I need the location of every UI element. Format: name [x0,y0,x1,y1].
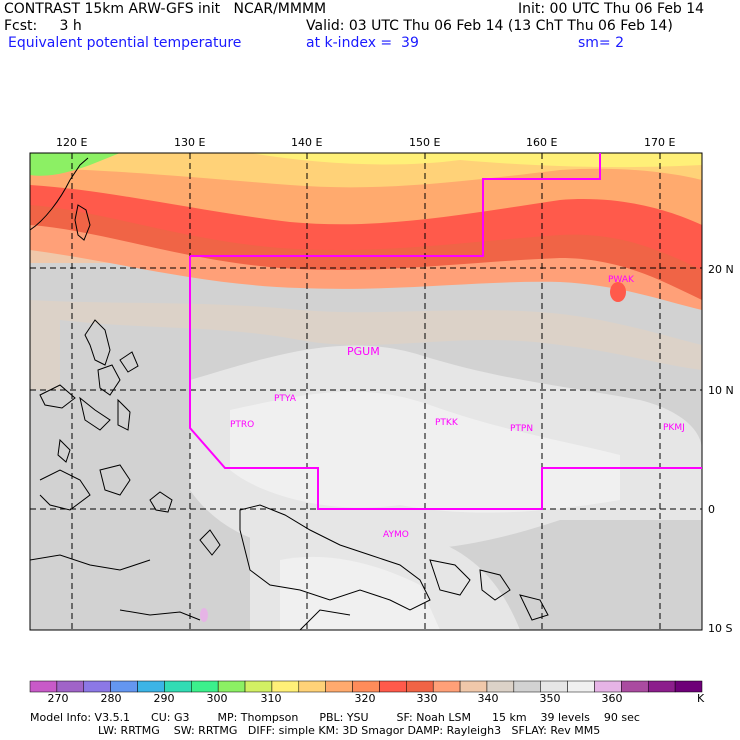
colorbar-swatch [271,680,300,693]
colorbar-swatch [83,680,111,693]
colorbar-swatch [432,680,461,693]
init-time: Init: 00 UTC Thu 06 Feb 14 [518,1,705,17]
lon-label-130e: 130 E [174,136,206,149]
region-boundary [189,153,702,510]
colorbar-swatch [674,680,703,693]
colorbar-swatch [379,680,407,693]
colorbar-swatch [164,680,192,693]
colorbar-swatch [594,680,622,693]
k-index-label: at k-index = 39 [306,35,419,51]
field-name: Equivalent potential temperature [8,35,242,51]
station-pwak: PWAK [608,275,635,285]
colorbar [29,680,703,693]
colorbar-swatch [459,680,488,693]
colorbar-swatch [191,680,219,693]
colorbar-label-340: 340 [477,692,499,705]
plot-frame [29,152,703,631]
colorbar-swatch [325,680,353,693]
colorbar-unit: K [697,692,705,705]
station-pkmj: PKMJ [663,423,685,433]
forecast-hour: Fcst: 3 h [4,18,82,34]
colorbar-swatch [540,680,568,693]
colorbar-label-350: 350 [539,692,561,705]
station-pgum: PGUM [347,345,380,358]
colorbar-swatch [110,680,138,693]
colorbar-label-300: 300 [206,692,228,705]
colorbar-swatch [352,680,380,693]
model-title: CONTRAST 15km ARW-GFS init NCAR/MMMM [4,1,327,17]
station-aymo: AYMO [383,530,409,540]
colorbar-swatch [244,680,273,693]
lat-label-10s: 10 S [708,622,733,635]
lat-label-10n: 10 N [708,384,734,397]
theta-e-field [30,153,702,630]
lat-label-20n: 20 N [708,263,734,276]
valid-time: Valid: 03 UTC Thu 06 Feb 14 (13 ChT Thu … [306,18,673,34]
colorbar-label-290: 290 [153,692,175,705]
station-labels: PWAK PGUM PTYA PTRO PTKK PTPN PKMJ AYMO [230,275,685,540]
colorbar-label-360: 360 [601,692,623,705]
lon-label-150e: 150 E [409,136,441,149]
colorbar-swatch [486,680,515,693]
colorbar-label-310: 310 [260,692,282,705]
model-info-line2: LW: RRTMG SW: RRTMG DIFF: simple KM: 3D … [98,724,601,737]
colorbar-swatch [621,680,649,693]
lon-label-170e: 170 E [644,136,676,149]
colorbar-label-320: 320 [354,692,376,705]
lon-label-160e: 160 E [526,136,558,149]
station-ptro: PTRO [230,420,254,430]
lon-label-120e: 120 E [56,136,88,149]
station-ptya: PTYA [274,394,297,404]
colorbar-label-280: 280 [100,692,122,705]
station-ptpn: PTPN [510,424,533,434]
colorbar-swatch [513,680,541,693]
model-info-line1: Model Info: V3.5.1 CU: G3 MP: Thompson P… [30,711,640,724]
smoothing-label: sm= 2 [578,35,625,51]
lat-label-0: 0 [708,503,715,516]
colorbar-swatch [298,680,326,693]
colorbar-swatch [217,680,246,693]
colorbar-swatch [137,680,165,693]
colorbar-label-330: 330 [416,692,438,705]
station-ptkk: PTKK [435,418,459,428]
colorbar-swatch [567,680,595,693]
colorbar-swatch [647,680,676,693]
colorbar-swatch [406,680,434,693]
colorbar-swatch [56,680,85,693]
lon-label-140e: 140 E [291,136,323,149]
colorbar-label-270: 270 [47,692,69,705]
colorbar-swatch [29,680,58,693]
